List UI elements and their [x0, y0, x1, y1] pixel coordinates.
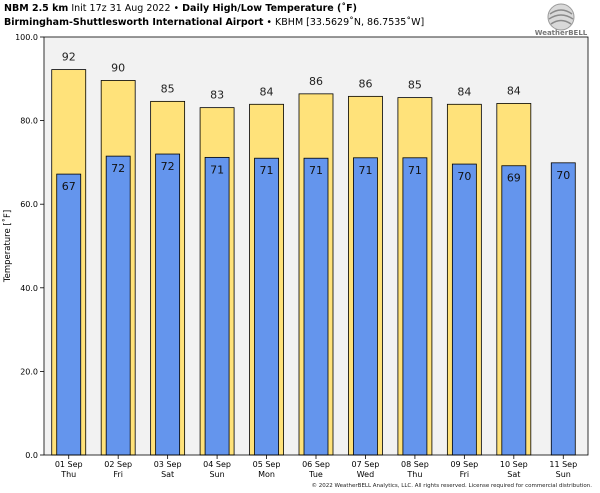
- y-tick-label: 60.0: [20, 200, 38, 209]
- chart-header-line2: Birmingham-Shuttlesworth International A…: [4, 17, 424, 28]
- copyright-notice: © 2022 WeatherBELL Analytics, LLC. All r…: [311, 483, 592, 489]
- x-tick-label-day: Sat: [161, 470, 174, 479]
- x-tick-label-day: Sat: [507, 470, 520, 479]
- x-tick-label-day: Sun: [209, 470, 224, 479]
- x-tick-label-date: 05 Sep: [253, 460, 281, 469]
- low-temp-label: 71: [260, 164, 274, 177]
- high-temp-label: 84: [260, 85, 274, 98]
- model-name: NBM 2.5 km: [4, 3, 69, 14]
- x-tick-label-day: Thu: [60, 470, 76, 479]
- low-temp-label: 67: [62, 180, 76, 193]
- low-temp-bar: [105, 155, 131, 456]
- x-tick-label-day: Fri: [460, 470, 470, 479]
- x-tick-label-date: 08 Sep: [401, 460, 429, 469]
- high-temp-label: 92: [62, 51, 76, 64]
- low-temp-label: 70: [457, 170, 471, 183]
- chart-header-line1: NBM 2.5 km Init 17z 31 Aug 2022 • Daily …: [4, 3, 357, 14]
- bullet-separator: •: [266, 17, 273, 28]
- low-temp-bar: [451, 163, 477, 456]
- plot-frame: [43, 36, 589, 456]
- y-tick-label: 0.0: [25, 451, 38, 460]
- low-temp-label: 72: [161, 160, 175, 173]
- low-temp-bar: [501, 165, 527, 456]
- x-tick-label-date: 02 Sep: [104, 460, 132, 469]
- low-temp-label: 71: [210, 163, 224, 176]
- init-time: Init 17z 31 Aug 2022: [71, 3, 171, 14]
- x-tick-label-date: 10 Sep: [500, 460, 528, 469]
- x-tick-label-day: Tue: [308, 470, 323, 479]
- x-tick-label-day: Wed: [357, 470, 374, 479]
- x-tick-label-date: 07 Sep: [352, 460, 380, 469]
- x-tick-label-day: Fri: [113, 470, 123, 479]
- low-temp-label: 71: [408, 164, 422, 177]
- low-temp-bar: [303, 157, 329, 456]
- high-temp-label: 83: [210, 89, 224, 102]
- low-temp-label: 72: [111, 162, 125, 175]
- x-tick-label-date: 03 Sep: [154, 460, 182, 469]
- low-temp-bar: [204, 156, 230, 456]
- x-tick-label-date: 01 Sep: [55, 460, 83, 469]
- low-temp-bar: [550, 162, 576, 456]
- x-tick-label-day: Mon: [258, 470, 275, 479]
- high-temp-label: 90: [111, 61, 125, 74]
- high-temp-label: 84: [507, 84, 521, 97]
- x-tick-label-date: 11 Sep: [549, 460, 577, 469]
- x-tick-label-day: Thu: [406, 470, 422, 479]
- bullet-separator: •: [173, 3, 180, 14]
- low-temp-bar: [402, 157, 428, 456]
- low-temp-label: 71: [309, 164, 323, 177]
- y-tick-label: 80.0: [20, 117, 38, 126]
- high-temp-label: 84: [457, 85, 471, 98]
- y-tick-label: 20.0: [20, 367, 38, 376]
- weatherbell-logo: WeatherBELL: [535, 3, 588, 37]
- x-tick-label-date: 09 Sep: [450, 460, 478, 469]
- high-temp-label: 85: [161, 82, 175, 95]
- product-title: Daily High/Low Temperature (˚F): [182, 3, 357, 14]
- low-temp-bar: [254, 157, 279, 456]
- y-tick-label: 100.0: [15, 33, 38, 42]
- low-temp-bar: [155, 153, 181, 456]
- station-name: Birmingham-Shuttlesworth International A…: [4, 17, 264, 28]
- low-temp-bar: [353, 157, 378, 456]
- low-temp-label: 70: [556, 169, 570, 182]
- high-temp-label: 86: [309, 75, 323, 88]
- y-axis-label: Temperature [˚F]: [2, 210, 13, 283]
- low-temp-label: 71: [358, 164, 372, 177]
- low-temp-bar: [56, 173, 82, 456]
- y-tick-label: 40.0: [20, 284, 38, 293]
- x-tick-label-date: 06 Sep: [302, 460, 330, 469]
- x-tick-label-date: 04 Sep: [203, 460, 231, 469]
- high-temp-label: 85: [408, 79, 422, 92]
- svg-text:WeatherBELL: WeatherBELL: [535, 29, 588, 37]
- low-temp-label: 69: [507, 172, 521, 185]
- high-temp-label: 86: [358, 77, 372, 90]
- x-tick-label-day: Sun: [556, 470, 571, 479]
- station-info: KBHM [33.5629˚N, 86.7535˚W]: [275, 17, 425, 28]
